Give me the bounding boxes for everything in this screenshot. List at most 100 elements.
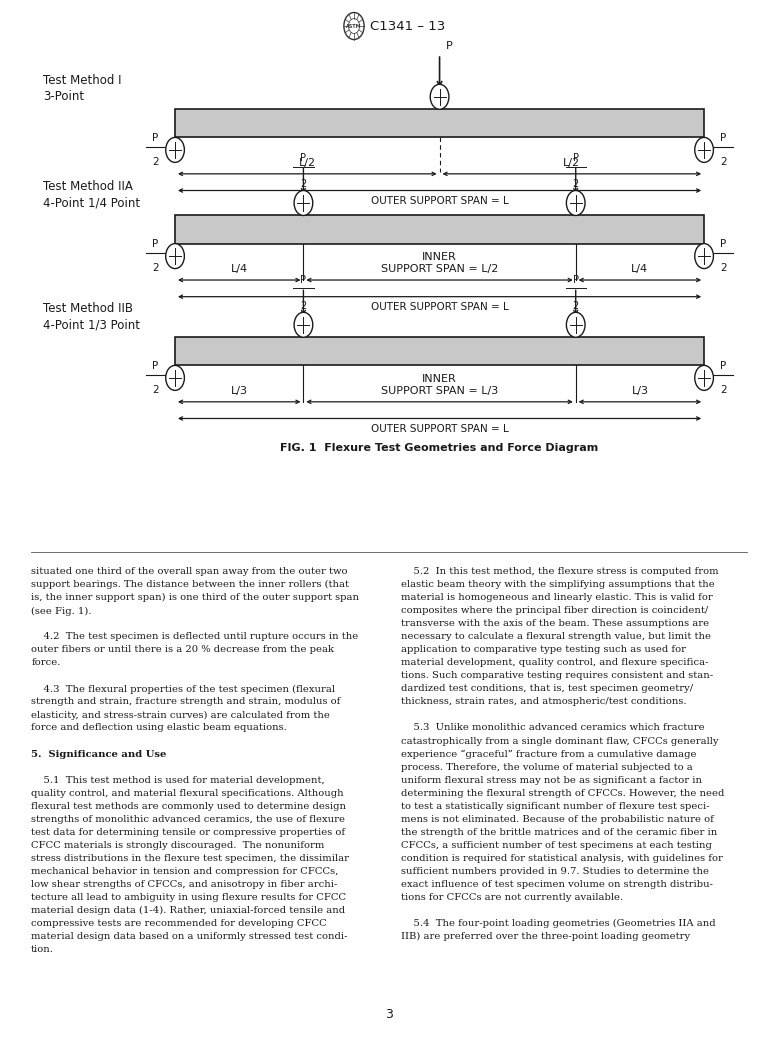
Text: 2: 2 bbox=[152, 385, 159, 396]
Text: 2: 2 bbox=[720, 157, 727, 168]
Circle shape bbox=[294, 312, 313, 337]
Bar bbox=[175, 109, 704, 137]
Text: 5.4  The four-point loading geometries (Geometries IIA and: 5.4 The four-point loading geometries (G… bbox=[401, 919, 715, 928]
Circle shape bbox=[166, 137, 184, 162]
Text: L/4: L/4 bbox=[230, 263, 248, 274]
Text: 4.3  The flexural properties of the test specimen (flexural: 4.3 The flexural properties of the test … bbox=[31, 685, 335, 693]
Bar bbox=[175, 337, 704, 365]
Text: strength and strain, fracture strength and strain, modulus of: strength and strain, fracture strength a… bbox=[31, 697, 341, 707]
Text: CFCCs, a sufficient number of test specimens at each testing: CFCCs, a sufficient number of test speci… bbox=[401, 841, 712, 849]
Text: 4-Point 1/4 Point: 4-Point 1/4 Point bbox=[43, 197, 140, 209]
Text: thickness, strain rates, and atmospheric/test conditions.: thickness, strain rates, and atmospheric… bbox=[401, 697, 686, 707]
Text: exact influence of test specimen volume on strength distribu-: exact influence of test specimen volume … bbox=[401, 880, 713, 889]
Text: P: P bbox=[300, 153, 307, 163]
Text: P: P bbox=[720, 238, 727, 249]
Text: situated one third of the overall span away from the outer two: situated one third of the overall span a… bbox=[31, 567, 348, 577]
Text: SUPPORT SPAN = L/3: SUPPORT SPAN = L/3 bbox=[381, 385, 498, 396]
Text: quality control, and material flexural specifications. Although: quality control, and material flexural s… bbox=[31, 789, 344, 797]
Text: uniform flexural stress may not be as significant a factor in: uniform flexural stress may not be as si… bbox=[401, 776, 702, 785]
Text: necessary to calculate a flexural strength value, but limit the: necessary to calculate a flexural streng… bbox=[401, 632, 710, 641]
Circle shape bbox=[566, 191, 585, 215]
Text: compressive tests are recommended for developing CFCC: compressive tests are recommended for de… bbox=[31, 919, 327, 928]
Text: 2: 2 bbox=[152, 263, 159, 274]
Text: P: P bbox=[152, 360, 159, 371]
Text: 2: 2 bbox=[573, 179, 579, 189]
Circle shape bbox=[566, 312, 585, 337]
Text: CFCC materials is strongly discouraged.  The nonuniform: CFCC materials is strongly discouraged. … bbox=[31, 841, 324, 849]
Text: dardized test conditions, that is, test specimen geometry/: dardized test conditions, that is, test … bbox=[401, 685, 692, 693]
Text: P: P bbox=[720, 132, 727, 143]
Text: SUPPORT SPAN = L/2: SUPPORT SPAN = L/2 bbox=[381, 263, 498, 274]
Circle shape bbox=[294, 191, 313, 215]
Text: 2: 2 bbox=[573, 301, 579, 311]
Text: Test Method I: Test Method I bbox=[43, 74, 121, 86]
Text: 5.2  In this test method, the flexure stress is computed from: 5.2 In this test method, the flexure str… bbox=[401, 567, 718, 577]
Bar bbox=[175, 215, 704, 244]
Text: outer fibers or until there is a 20 % decrease from the peak: outer fibers or until there is a 20 % de… bbox=[31, 645, 334, 655]
Text: the strength of the brittle matrices and of the ceramic fiber in: the strength of the brittle matrices and… bbox=[401, 828, 717, 837]
Text: Test Method IIA: Test Method IIA bbox=[43, 180, 133, 193]
Text: 4-Point 1/3 Point: 4-Point 1/3 Point bbox=[43, 319, 140, 331]
Text: tions for CFCCs are not currently available.: tions for CFCCs are not currently availa… bbox=[401, 892, 623, 902]
Text: flexural test methods are commonly used to determine design: flexural test methods are commonly used … bbox=[31, 802, 346, 811]
Text: Test Method IIB: Test Method IIB bbox=[43, 302, 133, 314]
Text: condition is required for statistical analysis, with guidelines for: condition is required for statistical an… bbox=[401, 854, 723, 863]
Text: 2: 2 bbox=[720, 385, 727, 396]
Text: INNER: INNER bbox=[422, 374, 457, 384]
Text: mens is not eliminated. Because of the probabilistic nature of: mens is not eliminated. Because of the p… bbox=[401, 814, 713, 823]
Text: application to comparative type testing such as used for: application to comparative type testing … bbox=[401, 645, 685, 655]
Text: (see Fig. 1).: (see Fig. 1). bbox=[31, 606, 92, 615]
Text: sufficient numbers provided in 9.7. Studies to determine the: sufficient numbers provided in 9.7. Stud… bbox=[401, 866, 709, 875]
Text: elasticity, and stress-strain curves) are calculated from the: elasticity, and stress-strain curves) ar… bbox=[31, 711, 330, 719]
Text: experience “graceful” fracture from a cumulative damage: experience “graceful” fracture from a cu… bbox=[401, 750, 696, 759]
Text: material design data based on a uniformly stressed test condi-: material design data based on a uniforml… bbox=[31, 932, 348, 941]
Text: 5.1  This test method is used for material development,: 5.1 This test method is used for materia… bbox=[31, 776, 325, 785]
Text: low shear strengths of CFCCs, and anisotropy in fiber archi-: low shear strengths of CFCCs, and anisot… bbox=[31, 880, 338, 889]
Text: C1341 – 13: C1341 – 13 bbox=[370, 20, 445, 32]
Text: P: P bbox=[300, 275, 307, 285]
Text: 2: 2 bbox=[300, 179, 307, 189]
Text: L/2: L/2 bbox=[299, 157, 316, 168]
Text: strengths of monolithic advanced ceramics, the use of flexure: strengths of monolithic advanced ceramic… bbox=[31, 814, 345, 823]
Text: material is homogeneous and linearly elastic. This is valid for: material is homogeneous and linearly ela… bbox=[401, 593, 713, 603]
Circle shape bbox=[695, 137, 713, 162]
Text: 5.3  Unlike monolithic advanced ceramics which fracture: 5.3 Unlike monolithic advanced ceramics … bbox=[401, 723, 704, 733]
Text: catastrophically from a single dominant flaw, CFCCs generally: catastrophically from a single dominant … bbox=[401, 737, 718, 745]
Text: 2: 2 bbox=[152, 157, 159, 168]
Text: ASTM: ASTM bbox=[346, 24, 362, 28]
Text: is, the inner support span) is one third of the outer support span: is, the inner support span) is one third… bbox=[31, 593, 359, 603]
Text: 3: 3 bbox=[385, 1009, 393, 1021]
Text: P: P bbox=[573, 153, 579, 163]
Text: mechanical behavior in tension and compression for CFCCs,: mechanical behavior in tension and compr… bbox=[31, 866, 338, 875]
Text: OUTER SUPPORT SPAN = L: OUTER SUPPORT SPAN = L bbox=[370, 424, 509, 434]
Text: 4.2  The test specimen is deflected until rupture occurs in the: 4.2 The test specimen is deflected until… bbox=[31, 632, 359, 641]
Circle shape bbox=[695, 365, 713, 390]
Text: tion.: tion. bbox=[31, 945, 54, 954]
Circle shape bbox=[430, 84, 449, 109]
Text: stress distributions in the flexure test specimen, the dissimilar: stress distributions in the flexure test… bbox=[31, 854, 349, 863]
Text: tions. Such comparative testing requires consistent and stan-: tions. Such comparative testing requires… bbox=[401, 671, 713, 681]
Text: determining the flexural strength of CFCCs. However, the need: determining the flexural strength of CFC… bbox=[401, 789, 724, 797]
Text: L/3: L/3 bbox=[632, 385, 648, 396]
Text: P: P bbox=[720, 360, 727, 371]
Text: 2: 2 bbox=[720, 263, 727, 274]
Text: tecture all lead to ambiguity in using flexure results for CFCC: tecture all lead to ambiguity in using f… bbox=[31, 892, 346, 902]
Text: L/2: L/2 bbox=[563, 157, 580, 168]
Circle shape bbox=[166, 365, 184, 390]
Text: L/4: L/4 bbox=[631, 263, 649, 274]
Text: process. Therefore, the volume of material subjected to a: process. Therefore, the volume of materi… bbox=[401, 762, 692, 771]
Text: OUTER SUPPORT SPAN = L: OUTER SUPPORT SPAN = L bbox=[370, 302, 509, 312]
Text: to test a statistically significant number of flexure test speci-: to test a statistically significant numb… bbox=[401, 802, 710, 811]
Circle shape bbox=[166, 244, 184, 269]
Text: elastic beam theory with the simplifying assumptions that the: elastic beam theory with the simplifying… bbox=[401, 581, 714, 589]
Text: 3-Point: 3-Point bbox=[43, 91, 84, 103]
Text: INNER: INNER bbox=[422, 252, 457, 262]
Text: L/3: L/3 bbox=[231, 385, 247, 396]
Text: P: P bbox=[573, 275, 579, 285]
Text: 5.  Significance and Use: 5. Significance and Use bbox=[31, 750, 166, 759]
Text: support bearings. The distance between the inner rollers (that: support bearings. The distance between t… bbox=[31, 581, 349, 589]
Text: FIG. 1  Flexure Test Geometries and Force Diagram: FIG. 1 Flexure Test Geometries and Force… bbox=[280, 442, 599, 453]
Text: P: P bbox=[152, 132, 159, 143]
Text: OUTER SUPPORT SPAN = L: OUTER SUPPORT SPAN = L bbox=[370, 196, 509, 206]
Text: test data for determining tensile or compressive properties of: test data for determining tensile or com… bbox=[31, 828, 345, 837]
